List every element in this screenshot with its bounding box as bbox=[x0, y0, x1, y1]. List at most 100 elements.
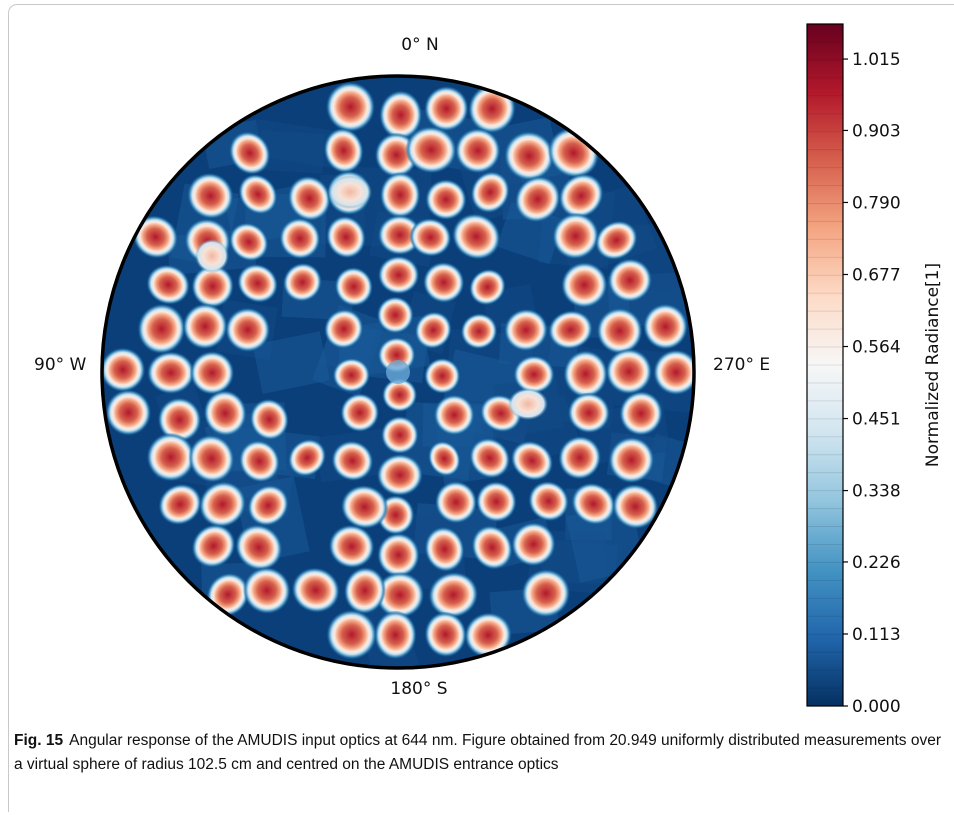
radiance-spots bbox=[102, 81, 694, 660]
radiance-spot bbox=[247, 484, 289, 527]
figure-number: Fig. 15 bbox=[14, 732, 64, 749]
colorbar-tick-label: 0.790 bbox=[852, 193, 901, 213]
radiance-spot bbox=[376, 453, 424, 497]
radiance-spot bbox=[642, 303, 689, 350]
radiance-spot bbox=[514, 175, 561, 223]
radiance-spot bbox=[323, 308, 364, 349]
polar-plot-boundary bbox=[100, 74, 696, 670]
radiance-spot bbox=[187, 172, 234, 220]
radiance-spot bbox=[405, 126, 457, 174]
radiance-spot bbox=[424, 611, 467, 658]
radiance-spot bbox=[469, 268, 506, 306]
zenith-marker bbox=[386, 360, 410, 384]
radiance-spot bbox=[157, 397, 202, 443]
radiance-spot bbox=[377, 532, 420, 578]
radiance-spot bbox=[189, 350, 235, 395]
radiance-spot bbox=[238, 173, 278, 215]
colorbar: 0.000 0.113 0.226 0.338 0.451 0.564 0.677 0.790… bbox=[806, 23, 943, 717]
figure-frame bbox=[8, 4, 954, 812]
radiance-spot bbox=[288, 438, 327, 477]
radiance-spot bbox=[182, 303, 228, 350]
radiance-spot bbox=[225, 307, 271, 353]
radiance-spot bbox=[528, 480, 570, 522]
radiance-spot bbox=[198, 481, 247, 528]
radiance-spot bbox=[282, 262, 322, 302]
colorbar-tick-label: 0.564 bbox=[852, 338, 901, 358]
colorbar-tick-label: 1.015 bbox=[852, 50, 901, 70]
east-label: 270° E bbox=[713, 355, 770, 375]
radiance-spot bbox=[503, 130, 555, 181]
radiance-spot bbox=[434, 480, 478, 524]
saturated-spot bbox=[508, 388, 548, 420]
radiance-spot bbox=[552, 212, 600, 260]
colorbar-tick-label: 0.226 bbox=[852, 553, 901, 573]
radiance-spot bbox=[380, 415, 419, 455]
radiance-spot bbox=[323, 127, 364, 174]
radiance-spot bbox=[379, 171, 421, 219]
radiance-spot bbox=[428, 440, 461, 477]
radiance-spot bbox=[340, 393, 380, 433]
radiance-spot bbox=[563, 350, 608, 398]
radiance-spot bbox=[653, 349, 694, 396]
north-label: 0° N bbox=[401, 35, 438, 55]
radiance-spot bbox=[511, 522, 556, 567]
radiance-spot bbox=[328, 524, 375, 569]
radiance-spot bbox=[513, 355, 555, 394]
radiance-spot bbox=[279, 217, 321, 260]
saturated-spot bbox=[328, 175, 372, 209]
radiance-spot bbox=[608, 436, 655, 484]
west-label: 90° W bbox=[34, 355, 87, 375]
radiance-spot bbox=[287, 175, 331, 222]
radiance-spot bbox=[132, 215, 179, 259]
radiance-spot bbox=[460, 313, 498, 350]
radiance-spot bbox=[326, 215, 366, 259]
radiance-spot bbox=[422, 261, 465, 304]
radiance-spot bbox=[475, 481, 517, 523]
radiance-spot bbox=[455, 127, 501, 174]
radiance-spot bbox=[203, 390, 247, 437]
radiance-spot bbox=[464, 612, 512, 658]
radiance-spot bbox=[428, 571, 479, 618]
radiance-spot bbox=[595, 220, 638, 261]
radiance-spot bbox=[469, 437, 511, 479]
measurement-patch bbox=[258, 130, 325, 174]
radiance-spot bbox=[146, 264, 191, 305]
radiance-spot bbox=[191, 524, 236, 568]
colorbar-ticks: 0.000 0.113 0.226 0.338 0.451 0.564 0.677 0.790… bbox=[843, 50, 901, 717]
measurement-patch bbox=[252, 331, 330, 395]
polar-radiance-plot: 0° N 180° S 90° W 270° E 0.000 0.113 0.226… bbox=[34, 23, 943, 717]
radiance-spot bbox=[238, 439, 280, 483]
south-label: 180° S bbox=[390, 679, 447, 699]
figure-caption: Fig. 15 Angular response of the AMUDIS in… bbox=[14, 729, 942, 777]
radiance-spot bbox=[249, 398, 289, 441]
radiance-spot bbox=[470, 171, 510, 214]
radiance-spot bbox=[521, 568, 571, 618]
radiance-spot bbox=[331, 440, 374, 482]
radiance-spot bbox=[471, 525, 513, 570]
radiance-spot bbox=[376, 296, 414, 334]
radiance-spot bbox=[571, 482, 616, 526]
radiance-spot bbox=[612, 483, 659, 530]
radiance-spot bbox=[548, 310, 593, 350]
radiance-spot bbox=[503, 308, 549, 352]
radiance-spot bbox=[237, 263, 279, 303]
radiance-spot bbox=[373, 610, 417, 660]
radiance-spot bbox=[425, 179, 467, 221]
radiance-spot bbox=[191, 264, 235, 308]
radiance-spot bbox=[381, 377, 418, 413]
radiance-spot bbox=[451, 213, 501, 260]
radiance-spot bbox=[158, 483, 202, 526]
radiance-spot bbox=[235, 524, 283, 571]
radiance-spot bbox=[229, 222, 269, 262]
radiance-spot bbox=[375, 571, 425, 619]
radiance-spot bbox=[229, 131, 271, 175]
radiance-spot bbox=[558, 173, 604, 219]
radiance-spot bbox=[377, 255, 420, 295]
saturated-spot bbox=[195, 239, 229, 273]
colorbar-label: Normalized Radiance[1] bbox=[923, 263, 943, 467]
polar-heatmap-disc bbox=[102, 76, 694, 668]
radiance-spot bbox=[414, 311, 452, 349]
colorbar-bands bbox=[807, 41, 843, 689]
radiance-spot bbox=[326, 609, 378, 660]
radiance-spot bbox=[561, 261, 608, 309]
